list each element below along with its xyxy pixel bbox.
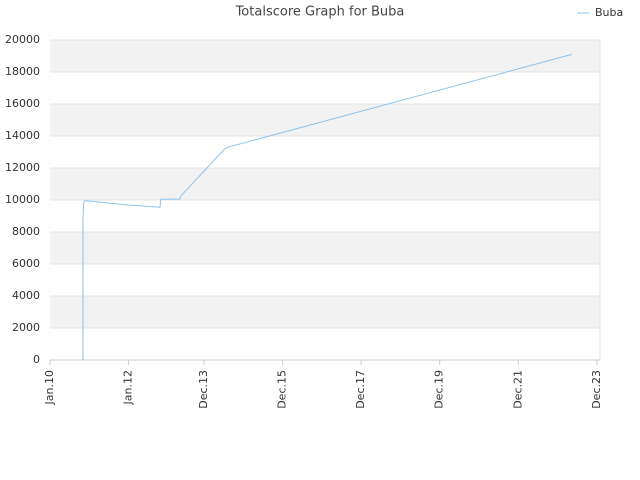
grid-band [50,40,600,72]
chart-title: Totalscore Graph for Buba [235,5,405,20]
grid-band [50,296,600,328]
grid-band [50,168,600,200]
x-tick-label: Dec.23 [590,370,603,409]
x-tick-label: Dec.19 [433,370,446,409]
legend-label: Buba [595,6,623,19]
y-tick-label: 14000 [5,129,40,142]
y-tick-label: 2000 [12,321,40,334]
y-tick-label: 0 [33,353,40,366]
x-tick-label: Dec.21 [511,370,524,409]
y-tick-label: 6000 [12,257,40,270]
x-tick-label: Jan.10 [43,370,56,405]
y-tick-label: 10000 [5,193,40,206]
y-tick-label: 18000 [5,65,40,78]
x-tick-label: Dec.17 [354,370,367,409]
y-tick-label: 16000 [5,97,40,110]
x-tick-label: Dec.13 [197,370,210,409]
x-tick-label: Jan.12 [122,370,135,405]
data-line [82,53,572,360]
x-tick-label: Dec.15 [276,370,289,409]
grid-band [50,104,600,136]
y-tick-label: 4000 [12,289,40,302]
y-tick-label: 12000 [5,161,40,174]
y-tick-label: 20000 [5,33,40,46]
grid-band [50,232,600,264]
y-tick-label: 8000 [12,225,40,238]
